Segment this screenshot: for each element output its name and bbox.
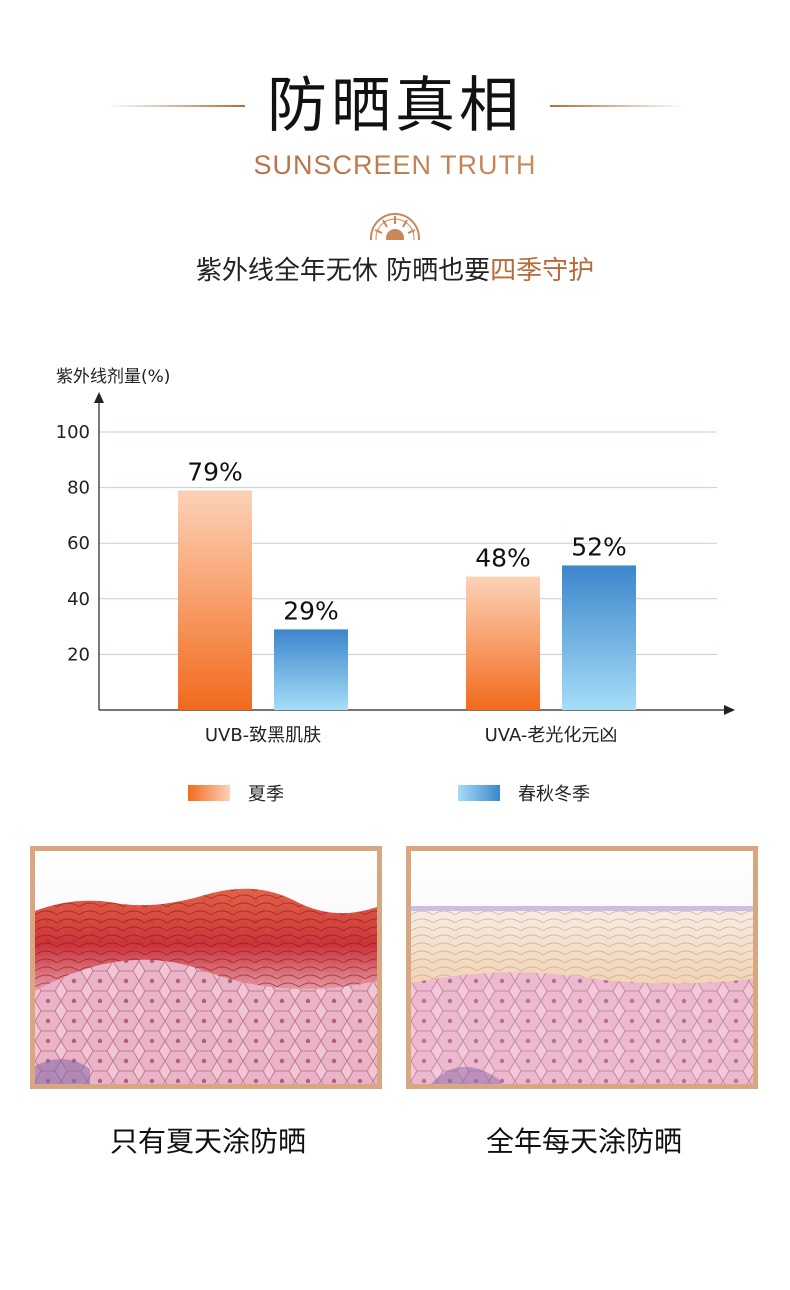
sun-emblem-icon [369, 208, 421, 240]
tagline-highlight: 四季守护 [490, 256, 595, 286]
caption-summer-only: 只有夏天涂防晒 [109, 1125, 306, 1158]
title-divider-left [105, 105, 245, 107]
legend-item-autumn-winter: 春秋冬季 [458, 780, 590, 806]
bar-autumn-winter-0 [274, 629, 348, 710]
y-tick-label: 60 [67, 533, 90, 554]
chart-plot: 20 40 60 80 100 79% 29% UVB-致黑肌肤 48% 52% UVA-老光化元凶 [56, 392, 735, 746]
y-tick-label: 20 [67, 644, 90, 665]
skin-panel-summer-only [30, 846, 382, 1089]
bar-value-label-autumn-winter-0: 29% [283, 596, 339, 625]
skin-panel-year-round [406, 846, 758, 1089]
bar-summer-1 [466, 576, 540, 710]
x-axis-arrow-icon [724, 705, 735, 715]
y-axis-label: 紫外线剂量(%) [56, 367, 171, 387]
y-tick-label: 80 [67, 478, 90, 499]
y-tick-label: 100 [56, 422, 90, 443]
legend-label-summer: 夏季 [248, 784, 284, 805]
bar-value-label-autumn-winter-1: 52% [571, 532, 627, 561]
bar-value-label-summer-0: 79% [187, 457, 243, 486]
bar-value-label-summer-1: 48% [475, 544, 531, 573]
legend-swatch-autumn-winter [458, 785, 500, 801]
legend-swatch-summer [188, 785, 230, 801]
x-category-label: UVB-致黑肌肤 [205, 725, 321, 746]
page-subtitle: SUNSCREEN TRUTH [0, 150, 790, 181]
tagline-text: 紫外线全年无休 防晒也要 [195, 256, 491, 286]
caption-year-round: 全年每天涂防晒 [485, 1125, 682, 1158]
y-tick-label: 40 [67, 589, 90, 610]
tagline: 紫外线全年无休 防晒也要四季守护 [0, 250, 790, 287]
sunburned-skin-illustration [35, 851, 377, 1084]
page-title: 防晒真相 [267, 71, 523, 141]
title-divider-right [550, 105, 685, 107]
bar-summer-0 [178, 490, 252, 710]
uv-dose-chart: 紫外线剂量(%) 20 40 60 80 100 79% 29% UVB-致黑肌肤 48% 52%… [0, 340, 790, 820]
legend-label-autumn-winter: 春秋冬季 [518, 784, 590, 805]
x-category-label: UVA-老光化元凶 [485, 725, 618, 746]
y-axis-arrow-icon [94, 392, 104, 403]
bar-autumn-winter-1 [562, 565, 636, 710]
legend-item-summer: 夏季 [188, 780, 284, 806]
healthy-skin-illustration [411, 851, 753, 1084]
